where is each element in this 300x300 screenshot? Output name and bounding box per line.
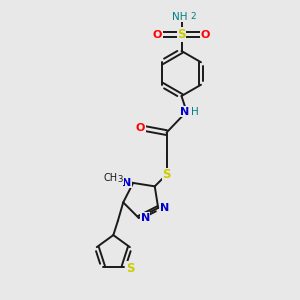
Text: CH: CH	[103, 173, 118, 183]
Text: NH: NH	[172, 11, 188, 22]
Text: O: O	[153, 29, 162, 40]
Text: N: N	[141, 213, 150, 223]
Text: O: O	[201, 29, 210, 40]
Text: 2: 2	[190, 12, 196, 21]
Text: N: N	[160, 203, 170, 213]
Text: S: S	[177, 28, 186, 41]
Text: H: H	[191, 106, 199, 117]
Text: N: N	[122, 178, 131, 188]
Text: S: S	[126, 262, 134, 275]
Text: O: O	[136, 123, 145, 134]
Text: S: S	[162, 168, 171, 181]
Text: 3: 3	[118, 175, 123, 184]
Text: N: N	[181, 106, 190, 117]
